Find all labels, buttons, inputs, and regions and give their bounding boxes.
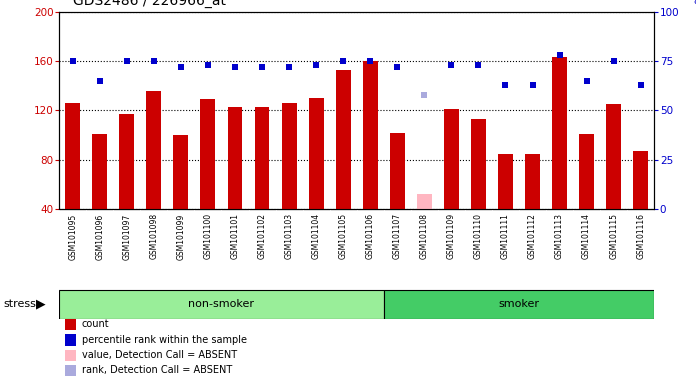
Point [203, 62, 214, 68]
Text: %: % [693, 0, 696, 10]
Bar [633, 151, 648, 259]
Bar [383, 290, 654, 319]
Bar [471, 119, 486, 259]
Text: count: count [81, 319, 109, 329]
Point [148, 58, 159, 64]
Text: GSM101100: GSM101100 [203, 214, 212, 260]
Text: GSM101097: GSM101097 [122, 214, 132, 260]
Text: value, Detection Call = ABSENT: value, Detection Call = ABSENT [81, 350, 237, 360]
Text: ▶: ▶ [36, 298, 46, 311]
Text: GSM101103: GSM101103 [285, 214, 294, 260]
Text: percentile rank within the sample: percentile rank within the sample [81, 334, 247, 344]
Bar [119, 114, 134, 259]
Bar [65, 365, 76, 376]
Bar [65, 319, 76, 330]
Bar [228, 107, 242, 259]
Point [310, 62, 322, 68]
Bar [65, 350, 76, 361]
Bar [173, 135, 189, 259]
Text: GSM101110: GSM101110 [474, 214, 483, 259]
Point [230, 64, 241, 70]
Bar [59, 290, 383, 319]
Bar [444, 109, 459, 259]
Bar [363, 61, 378, 259]
Point [175, 64, 187, 70]
Bar [417, 194, 432, 259]
Bar [65, 334, 76, 346]
Point [365, 58, 376, 64]
Text: GSM101107: GSM101107 [393, 214, 402, 260]
Text: GSM101112: GSM101112 [528, 214, 537, 259]
Point [419, 91, 430, 98]
Text: GSM101095: GSM101095 [68, 214, 77, 260]
Point [446, 62, 457, 68]
Text: GSM101111: GSM101111 [501, 214, 510, 259]
Bar [498, 154, 513, 259]
Text: rank, Detection Call = ABSENT: rank, Detection Call = ABSENT [81, 365, 232, 375]
Point [121, 58, 132, 64]
Bar [525, 154, 540, 259]
Text: GSM101108: GSM101108 [420, 214, 429, 259]
Bar [606, 104, 621, 259]
Bar [579, 134, 594, 259]
Point [581, 78, 592, 84]
Point [392, 64, 403, 70]
Text: non-smoker: non-smoker [189, 299, 255, 310]
Point [94, 78, 105, 84]
Text: smoker: smoker [498, 299, 539, 310]
Bar [309, 98, 324, 259]
Text: GSM101101: GSM101101 [230, 214, 239, 259]
Text: GSM101102: GSM101102 [258, 214, 267, 259]
Text: GSM101096: GSM101096 [95, 214, 104, 260]
Bar [93, 134, 107, 259]
Text: GSM101105: GSM101105 [339, 214, 348, 260]
Point [256, 64, 267, 70]
Text: GSM101098: GSM101098 [150, 214, 158, 260]
Bar [552, 57, 567, 259]
Bar [255, 107, 269, 259]
Point [635, 82, 647, 88]
Text: GSM101115: GSM101115 [609, 214, 618, 259]
Bar [146, 91, 161, 259]
Point [338, 58, 349, 64]
Bar [282, 103, 296, 259]
Text: GSM101113: GSM101113 [555, 214, 564, 259]
Text: GSM101106: GSM101106 [365, 214, 374, 260]
Text: GSM101114: GSM101114 [582, 214, 591, 259]
Point [473, 62, 484, 68]
Text: GSM101109: GSM101109 [447, 214, 456, 260]
Bar [390, 132, 404, 259]
Point [283, 64, 294, 70]
Bar [65, 103, 80, 259]
Text: GSM101099: GSM101099 [176, 214, 185, 260]
Bar [200, 99, 215, 259]
Text: GSM101116: GSM101116 [636, 214, 645, 259]
Point [554, 52, 565, 58]
Bar [335, 70, 351, 259]
Text: GDS2486 / 226966_at: GDS2486 / 226966_at [73, 0, 226, 8]
Point [527, 82, 538, 88]
Text: stress: stress [3, 299, 36, 310]
Point [67, 58, 78, 64]
Point [608, 58, 619, 64]
Point [500, 82, 511, 88]
Text: GSM101104: GSM101104 [312, 214, 321, 260]
